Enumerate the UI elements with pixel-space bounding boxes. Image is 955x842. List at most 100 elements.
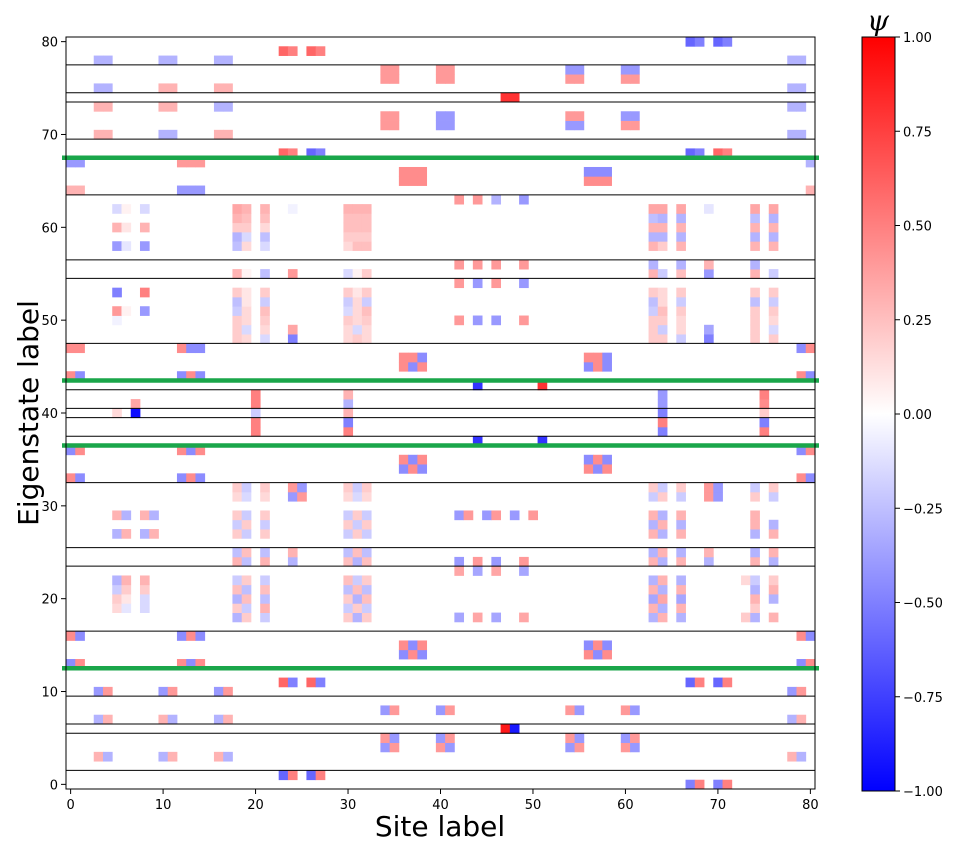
heatmap-cell	[519, 259, 529, 270]
heatmap-cell	[435, 74, 446, 84]
heatmap-cell	[380, 111, 391, 121]
heatmap-cell	[112, 594, 122, 604]
heatmap-cell	[796, 83, 807, 94]
heatmap-cell	[297, 482, 307, 493]
heatmap-cell	[343, 399, 354, 409]
heatmap-cell	[509, 92, 520, 103]
heatmap-cell	[361, 213, 372, 224]
heatmap-cell	[343, 426, 354, 437]
heatmap-cell	[704, 334, 714, 344]
heatmap-cell	[380, 705, 391, 716]
heatmap-cell	[657, 231, 668, 242]
heatmap-cell	[398, 361, 409, 372]
heatmap-cell	[232, 334, 243, 344]
heatmap-cell	[676, 324, 686, 335]
heatmap-cell	[380, 120, 391, 131]
heatmap-cell	[472, 380, 483, 391]
heatmap-cell	[352, 287, 363, 298]
heatmap-cell	[343, 334, 354, 344]
heatmap-cell	[112, 603, 122, 613]
heatmap-cell	[574, 733, 585, 743]
heatmap-cell	[158, 129, 169, 140]
heatmap-cell	[657, 417, 668, 428]
heatmap-cell	[750, 491, 760, 502]
heatmap-cell	[260, 519, 270, 530]
heatmap-cell	[657, 612, 668, 623]
heatmap-cell	[768, 231, 779, 242]
heatmap-cell	[676, 603, 686, 613]
heatmap-cell	[343, 213, 354, 224]
heatmap-cell	[287, 46, 298, 56]
x-tick-label: 60	[617, 798, 634, 813]
x-axis-label: Site label	[375, 810, 505, 842]
heatmap-cell	[361, 269, 372, 279]
heatmap-cell	[260, 269, 270, 279]
heatmap-cell	[186, 659, 196, 669]
heatmap-cell	[722, 677, 733, 688]
heatmap-cell	[648, 315, 659, 326]
heatmap-cell	[713, 491, 723, 502]
heatmap-cell	[167, 55, 178, 66]
heatmap-cell	[260, 222, 270, 233]
heatmap-cell	[630, 120, 640, 131]
heatmap-cell	[750, 213, 760, 224]
heatmap-cell	[417, 649, 428, 660]
heatmap-cell	[768, 296, 779, 307]
heatmap-cell	[361, 584, 372, 595]
heatmap-cell	[223, 129, 233, 140]
y-tick-label: 50	[41, 314, 58, 329]
heatmap-cell	[158, 83, 169, 94]
heatmap-cell	[805, 371, 816, 381]
y-tick-label: 10	[41, 686, 58, 701]
heatmap-cell	[648, 241, 659, 251]
heatmap-cell	[565, 120, 575, 131]
heatmap-cell	[685, 37, 696, 47]
heatmap-cell	[704, 259, 714, 270]
heatmap-cell	[213, 55, 224, 66]
heatmap-cell	[445, 111, 455, 121]
heatmap-cell	[519, 315, 529, 326]
heatmap-cell	[408, 361, 418, 372]
heatmap-cell	[315, 46, 326, 56]
heatmap-cell	[102, 129, 113, 140]
heatmap-cell	[398, 640, 409, 651]
heatmap-cell	[417, 640, 428, 651]
heatmap-cell	[389, 742, 400, 753]
heatmap-cell	[657, 287, 668, 298]
heatmap-cell	[241, 315, 252, 326]
heatmap-cell	[472, 315, 483, 326]
heatmap-cell	[768, 204, 779, 214]
heatmap-cell	[768, 575, 779, 586]
heatmap-cell	[694, 677, 705, 688]
heatmap-cell	[583, 649, 594, 660]
heatmap-cell	[93, 55, 104, 66]
heatmap-cell	[112, 306, 122, 316]
heatmap-cell	[66, 659, 76, 669]
heatmap-cell	[112, 315, 122, 326]
heatmap-cell	[260, 556, 270, 567]
heatmap-cell	[75, 371, 85, 381]
heatmap-cell	[361, 287, 372, 298]
heatmap-cell	[787, 129, 797, 140]
heatmap-cell	[352, 241, 363, 251]
heatmap-cell	[796, 371, 807, 381]
heatmap-cell	[768, 222, 779, 233]
heatmap-cell	[398, 649, 409, 660]
heatmap-cell	[768, 306, 779, 316]
heatmap-cell	[343, 575, 354, 586]
heatmap-cell	[241, 519, 252, 530]
heatmap-cell	[583, 454, 594, 465]
heatmap-cell	[482, 510, 492, 521]
heatmap-cell	[213, 686, 224, 697]
heatmap-cell	[232, 510, 243, 521]
y-axis-ticks: 0 10 20 30 40 50 60 70 80	[41, 36, 66, 793]
heatmap-cell	[685, 677, 696, 688]
heatmap-cell	[352, 315, 363, 326]
heatmap-cell	[620, 733, 631, 743]
colorbar-title: ψ	[867, 4, 890, 37]
heatmap-cell	[241, 603, 252, 613]
heatmap-cell	[380, 742, 391, 753]
heatmap-cell	[176, 445, 187, 456]
heatmap-cell	[657, 324, 668, 335]
heatmap-cell	[232, 306, 243, 316]
